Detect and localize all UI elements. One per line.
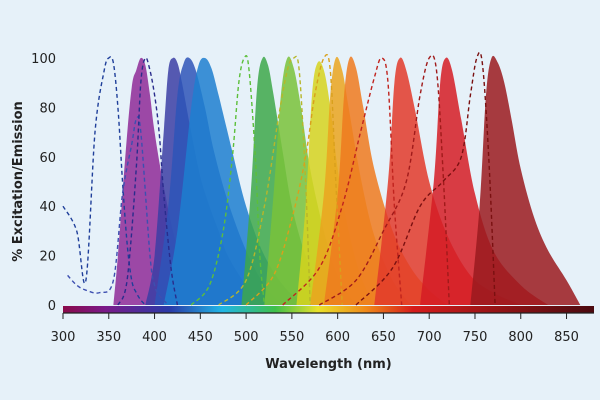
excitation-line-4 — [117, 56, 179, 306]
emission-area-9 — [241, 56, 338, 305]
x-tick-label: 750 — [463, 330, 488, 345]
x-tick-label: 300 — [51, 330, 76, 345]
y-ticks: 0 20 40 60 80 100 — [31, 52, 56, 314]
x-tick-label: 400 — [142, 330, 167, 345]
y-axis-label: % Excitation/Emission — [11, 101, 26, 262]
excitation-line-11 — [218, 55, 311, 306]
x-tick-label: 550 — [279, 330, 304, 345]
excitation-line-1 — [62, 56, 146, 306]
excitation-line-16 — [282, 57, 403, 306]
excitation-line-18 — [318, 54, 450, 306]
emission-area-17 — [374, 57, 521, 306]
excitation-line-3 — [67, 115, 169, 306]
emission-area-7 — [163, 57, 311, 305]
emission-area-19 — [420, 57, 549, 305]
emission-area-15 — [323, 56, 448, 306]
x-ticks: 300 350 400 450 500 550 600 650 700 750 800 850 — [51, 313, 579, 345]
x-tick-label: 850 — [554, 330, 579, 345]
y-tick-label: 60 — [39, 151, 56, 166]
x-tick-label: 650 — [371, 330, 396, 345]
excitation-line-8 — [190, 54, 266, 306]
x-tick-label: 600 — [325, 330, 350, 345]
x-axis-label: Wavelength (nm) — [265, 357, 391, 372]
spectrum-bar — [63, 306, 594, 313]
emission-areas — [113, 55, 581, 306]
y-tick-label: 40 — [39, 200, 56, 215]
emission-area-21 — [470, 55, 581, 306]
excitation-line-13 — [245, 53, 343, 306]
x-tick-label: 500 — [234, 330, 259, 345]
x-tick-label: 450 — [188, 330, 213, 345]
y-tick-label: 0 — [48, 299, 56, 314]
x-tick-label: 350 — [96, 330, 121, 345]
x-tick-label: 800 — [508, 330, 533, 345]
x-tick-label: 700 — [417, 330, 442, 345]
y-tick-label: 80 — [39, 101, 56, 116]
excitation-line-20 — [355, 51, 496, 306]
y-tick-label: 100 — [31, 52, 56, 67]
y-tick-label: 20 — [39, 250, 56, 265]
excitation-lines — [62, 51, 496, 306]
